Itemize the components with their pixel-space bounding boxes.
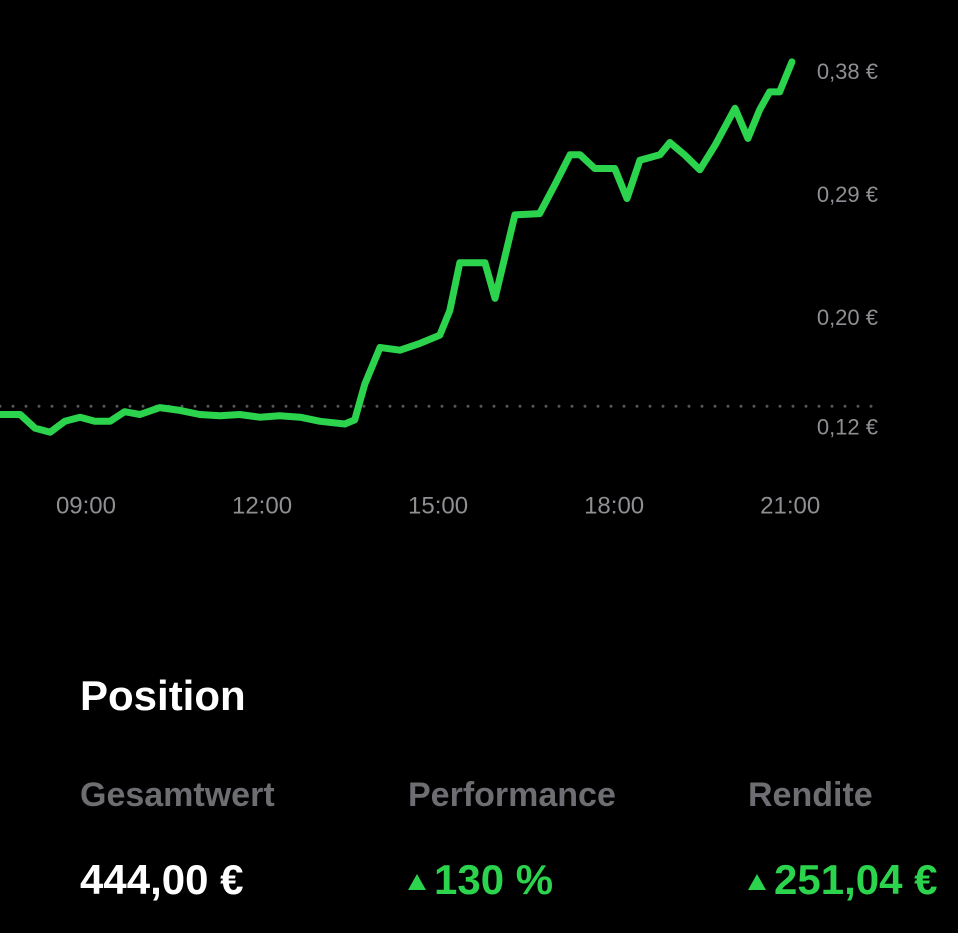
y-tick-label: 0,38 € [817,59,878,84]
price-chart: 0,38 € 0,29 € 0,20 € 0,12 € 09:00 12:00 15:00 1… [0,58,882,519]
stat: Performance 130 % [408,776,616,904]
stat-label: Gesamtwert [80,776,275,814]
y-tick-label: 0,20 € [817,305,878,330]
x-tick-label: 09:00 [56,492,116,519]
stat-label: Rendite [748,776,873,814]
section-title: Position [80,672,246,719]
stat: Gesamtwert 444,00 € [80,776,275,904]
stat-label: Performance [408,776,616,814]
y-tick-label: 0,29 € [817,182,878,207]
x-tick-label: 21:00 [760,492,820,519]
x-tick-label: 12:00 [232,492,292,519]
x-tick-label: 18:00 [584,492,644,519]
stat-value: 251,04 € [748,856,938,904]
y-tick-label: 0,12 € [817,415,878,440]
x-tick-label: 15:00 [408,492,468,519]
price-line [0,58,796,436]
stat-value: 130 % [408,856,616,904]
stat: Rendite 251,04 € [748,776,938,904]
stat-value: 444,00 € [80,856,244,903]
